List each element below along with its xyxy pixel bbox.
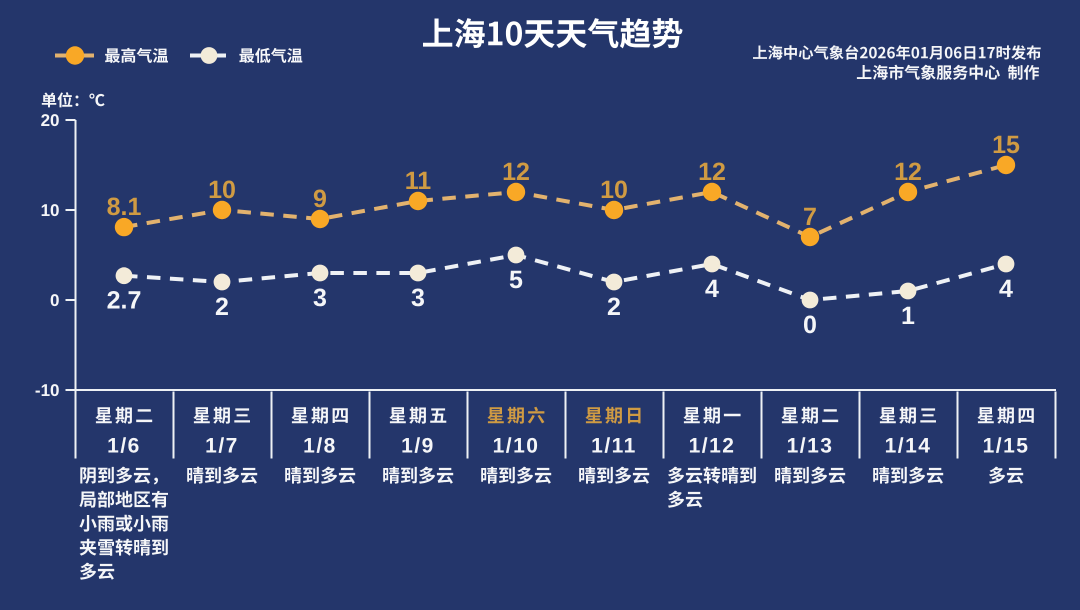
svg-text:11: 11 (405, 167, 432, 195)
svg-text:1/12: 1/12 (689, 435, 736, 458)
svg-text:4: 4 (999, 275, 1013, 303)
svg-text:1/8: 1/8 (303, 435, 337, 458)
svg-text:0: 0 (50, 291, 59, 310)
svg-text:10: 10 (41, 201, 60, 220)
svg-text:1/14: 1/14 (885, 435, 932, 458)
svg-text:12: 12 (894, 158, 922, 186)
svg-text:9: 9 (313, 185, 327, 213)
svg-text:15: 15 (992, 131, 1020, 159)
svg-text:12: 12 (698, 158, 726, 186)
svg-text:12: 12 (502, 158, 530, 186)
svg-text:2: 2 (215, 293, 229, 321)
svg-text:2: 2 (607, 293, 621, 321)
svg-text:3: 3 (313, 284, 327, 312)
svg-text:10: 10 (208, 176, 236, 204)
svg-text:1/6: 1/6 (107, 435, 141, 458)
svg-text:5: 5 (509, 266, 523, 294)
svg-text:1/13: 1/13 (787, 435, 834, 458)
svg-text:20: 20 (41, 111, 60, 130)
svg-text:1: 1 (901, 302, 915, 330)
svg-text:8.1: 8.1 (107, 193, 142, 221)
svg-text:4: 4 (705, 275, 719, 303)
svg-text:3: 3 (411, 284, 425, 312)
svg-text:1/7: 1/7 (205, 435, 239, 458)
svg-text:1/9: 1/9 (401, 435, 435, 458)
svg-text:1/10: 1/10 (493, 435, 540, 458)
svg-text:-10: -10 (35, 381, 60, 400)
svg-text:1/11: 1/11 (591, 435, 637, 458)
svg-text:10: 10 (600, 176, 628, 204)
svg-text:0: 0 (803, 311, 817, 339)
svg-text:7: 7 (803, 203, 817, 231)
svg-text:2.7: 2.7 (107, 287, 142, 315)
svg-text:1/15: 1/15 (983, 435, 1030, 458)
